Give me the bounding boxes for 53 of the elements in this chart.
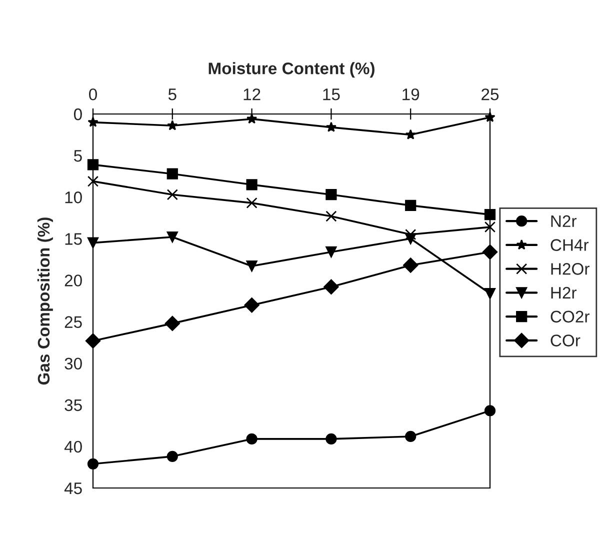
point (403, 258, 418, 273)
legend-label: COr (550, 334, 580, 346)
y-tick-label: 45 (64, 482, 82, 494)
point (164, 316, 180, 332)
point (484, 221, 496, 233)
point (326, 210, 337, 222)
point (324, 279, 339, 294)
legend-label: H2r (551, 286, 577, 299)
y-tick-label: 0 (74, 108, 82, 120)
y-tick-label: 30 (64, 358, 82, 370)
point (326, 122, 337, 132)
y-axis-title: Gas Composition (%) (37, 218, 53, 385)
y-tick-label: 15 (65, 233, 82, 245)
point (405, 430, 416, 442)
legend-label: N2r (551, 215, 577, 227)
x-tick-label: 25 (482, 88, 499, 100)
y-tick-label: 35 (64, 399, 82, 412)
y-tick-label: 40 (64, 440, 82, 453)
point (405, 200, 416, 211)
point (246, 433, 258, 445)
y-tick-label: 25 (64, 316, 82, 328)
point (405, 129, 416, 140)
point (484, 209, 496, 220)
legend-label: CO2r (550, 310, 590, 323)
x-tick-label: 0 (89, 88, 97, 100)
legend-label: CH4r (550, 239, 589, 251)
point (246, 260, 258, 272)
point (326, 246, 337, 258)
point (87, 159, 99, 170)
point (246, 113, 258, 124)
legend-label: H2Or (551, 263, 590, 275)
x-tick-label: 12 (244, 88, 260, 100)
x-tick-label: 5 (168, 88, 176, 100)
x-tick-label: 15 (323, 88, 340, 100)
point (166, 450, 178, 462)
point (166, 231, 178, 243)
y-tick-label: 5 (74, 150, 82, 162)
y-tick-label: 20 (64, 274, 82, 286)
point (326, 189, 337, 200)
point (244, 298, 260, 313)
x-axis-title: Moisture Content (%) (208, 62, 374, 78)
point (166, 168, 178, 180)
point (246, 197, 258, 208)
point (87, 176, 99, 187)
point (326, 433, 337, 445)
point (405, 233, 416, 244)
point (484, 405, 496, 416)
point (166, 189, 178, 200)
x-tick-label: 19 (402, 88, 420, 100)
point (167, 120, 178, 130)
y-tick-label: 10 (65, 192, 82, 204)
point (405, 228, 416, 240)
point (246, 179, 258, 190)
